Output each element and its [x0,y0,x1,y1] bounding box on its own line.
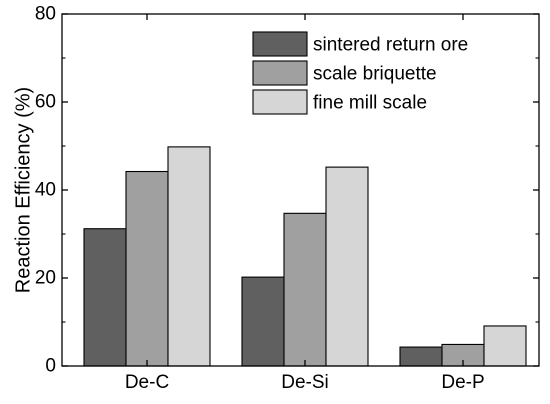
y-axis: 0 20 40 60 80 [35,4,539,377]
legend-swatch-2 [252,60,308,86]
y-tick-label: 0 [45,356,56,377]
x-tick-label-de-c: De-C [125,372,169,393]
bar-de-si-series-3 [325,166,369,367]
bar-de-p-series-3 [483,325,527,367]
y-tick-label: 20 [35,268,56,289]
bar-de-c-series-1 [83,228,127,367]
y-tick-label: 40 [35,180,56,201]
x-axis: De-C De-Si De-P [125,14,485,393]
x-tick-label-de-si: De-Si [281,372,329,393]
y-axis-title: Reaction Efficiency (%) [12,87,34,293]
legend: sintered return ore scale briquette fine m… [252,31,468,115]
bars-group [83,146,527,367]
y-tick-label: 80 [35,4,56,25]
bar-de-c-series-3 [167,146,211,367]
bar-de-si-series-2 [283,212,327,367]
legend-swatch-1 [252,31,308,57]
legend-swatch-3 [252,89,308,115]
bar-de-c-series-2 [125,170,169,367]
bar-de-si-series-1 [241,276,285,367]
y-tick-label: 60 [35,92,56,113]
legend-label-3: fine mill scale [313,93,427,114]
bar-de-p-series-1 [399,346,443,367]
x-tick-label-de-p: De-P [441,372,484,393]
legend-label-1: sintered return ore [313,35,468,56]
legend-label-2: scale briquette [313,64,437,85]
